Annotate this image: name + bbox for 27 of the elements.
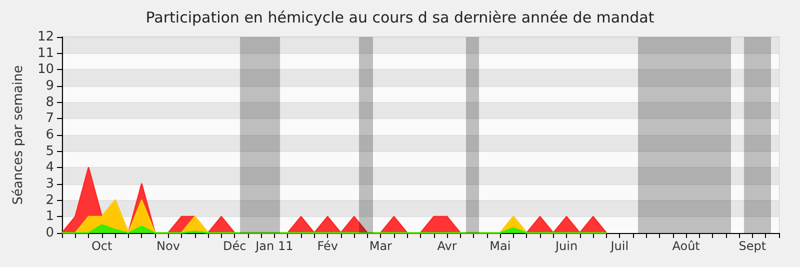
x-tick-label: Mar (369, 239, 392, 253)
y-tick-label: 10 (37, 62, 54, 78)
x-tick-label: Déc (222, 239, 246, 253)
x-tick-label: Avr (437, 239, 457, 253)
x-tick-label: Jan 11 (254, 239, 294, 253)
y-tick-label: 11 (37, 46, 54, 61)
x-tick-label: Fév (317, 239, 338, 253)
y-tick-label: 5 (46, 144, 54, 159)
x-tick-label: Oct (91, 239, 112, 253)
y-tick-label: 8 (46, 94, 54, 110)
x-tick-label: Sept (738, 239, 766, 253)
y-tick-label: 9 (46, 78, 54, 94)
y-tick-label: 0 (46, 226, 54, 240)
y-axis-title: Séances par semaine (11, 65, 26, 205)
x-tick-label: Août (672, 239, 700, 253)
x-tick-label: Mai (490, 239, 511, 253)
y-tick-label: 2 (46, 192, 54, 208)
y-tick-label: 3 (46, 176, 54, 192)
y-tick-label: 1 (46, 209, 54, 224)
x-tick-label: Juin (554, 239, 578, 253)
y-tick-label: 4 (46, 160, 54, 176)
chart-title: Participation en hémicycle au cours d sa dernière année de mandat (146, 8, 654, 26)
y-tick-label: 12 (37, 30, 54, 44)
x-tick-label: Juil (610, 239, 629, 253)
y-tick-label: 6 (46, 128, 54, 142)
y-tick-label: 7 (46, 111, 54, 126)
x-tick-label: Nov (156, 239, 180, 253)
